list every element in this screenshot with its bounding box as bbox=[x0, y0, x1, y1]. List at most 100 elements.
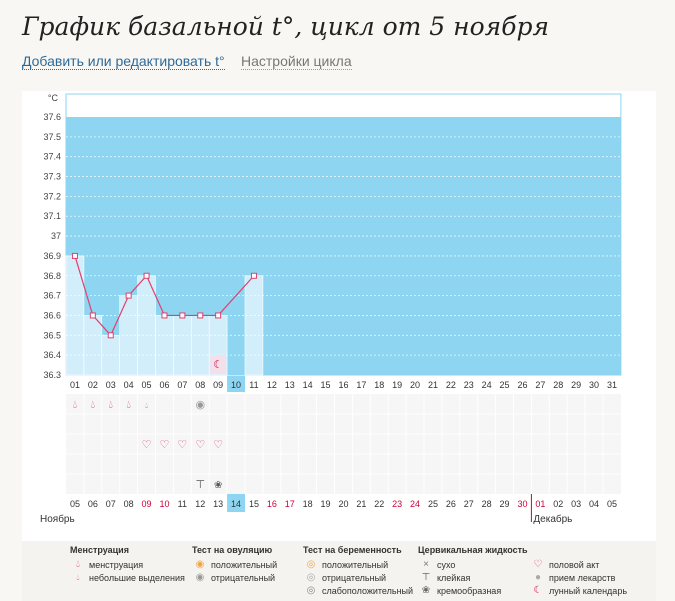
small-drop-icon: 💧︎ bbox=[145, 401, 148, 410]
date-label: 20 bbox=[338, 499, 348, 509]
month-label: Декабрь bbox=[533, 513, 572, 525]
x-tick-label: 18 bbox=[374, 380, 384, 390]
x-tick-label: 09 bbox=[213, 380, 223, 390]
data-point bbox=[71, 252, 78, 259]
x-tick-label: 17 bbox=[356, 380, 366, 390]
past-day-column bbox=[155, 315, 174, 376]
heart-icon: ♡ bbox=[160, 439, 170, 451]
date-label: 04 bbox=[589, 499, 599, 509]
weak-positive-test-icon: ◎ bbox=[306, 585, 316, 596]
dry-icon: × bbox=[423, 559, 429, 570]
positive-test-icon: ◎ bbox=[306, 559, 316, 570]
legend-label: менструация bbox=[89, 559, 144, 570]
cycle-settings-link[interactable]: Настройки цикла bbox=[241, 53, 352, 70]
month-label: Ноябрь bbox=[40, 513, 75, 525]
legend-label: лунный календарь bbox=[549, 585, 628, 596]
legend-ovulation-title: Тест на овуляцию bbox=[192, 545, 273, 555]
x-tick-label: 10 bbox=[231, 380, 241, 390]
page-title: График базальной t°, цикл от 5 ноября bbox=[22, 12, 550, 41]
date-label: 10 bbox=[159, 499, 169, 509]
y-tick-label: 37.4 bbox=[43, 152, 61, 162]
legend-label: отрицательный bbox=[322, 572, 387, 583]
x-tick-label: 05 bbox=[142, 380, 152, 390]
data-point bbox=[179, 312, 186, 319]
x-tick-label: 13 bbox=[285, 380, 295, 390]
legend-label: слабоположительный bbox=[322, 585, 414, 596]
date-label: 02 bbox=[553, 499, 563, 509]
date-label: 01 bbox=[535, 499, 545, 509]
current-day-highlight bbox=[227, 376, 245, 392]
legend-menstruation: Менструация 💧︎ менструация 💧︎ небольшие вы… bbox=[70, 545, 185, 584]
x-tick-label: 27 bbox=[535, 380, 545, 390]
add-edit-temperature-link[interactable]: Добавить или редактировать t° bbox=[22, 53, 225, 70]
date-label: 16 bbox=[267, 499, 277, 509]
today-date-highlight bbox=[227, 494, 245, 512]
negative-test-icon: ◉ bbox=[195, 572, 205, 583]
x-tick-label: 06 bbox=[159, 380, 169, 390]
data-point bbox=[161, 312, 168, 319]
y-tick-label: 37.3 bbox=[43, 172, 61, 182]
data-point bbox=[143, 272, 150, 279]
date-label: 25 bbox=[428, 499, 438, 509]
y-tick-label: 36.3 bbox=[43, 370, 61, 380]
date-label: 22 bbox=[374, 499, 384, 509]
date-label: 28 bbox=[482, 499, 492, 509]
x-tick-label: 31 bbox=[607, 380, 617, 390]
x-tick-label: 22 bbox=[446, 380, 456, 390]
legend: Менструация 💧︎ менструация 💧︎ небольшие вы… bbox=[22, 541, 656, 601]
x-tick-label: 21 bbox=[428, 380, 438, 390]
chart-panel: 37.6 37.5 37.4 37.3 37.2 37.1 37 36.9 36.8 36.7 36… bbox=[22, 91, 656, 601]
date-label: 15 bbox=[249, 499, 259, 509]
legend-ovulation-test: Тест на овуляцию ◉ положительный ◉ отрицат… bbox=[192, 545, 277, 584]
x-tick-label: 28 bbox=[553, 380, 563, 390]
negative-test-icon: ◎ bbox=[306, 572, 316, 583]
date-label: 30 bbox=[517, 499, 527, 509]
x-tick-label: 12 bbox=[267, 380, 277, 390]
legend-label: сухо bbox=[437, 559, 456, 570]
creamy-icon: ❀ bbox=[214, 480, 222, 491]
date-label: 12 bbox=[195, 499, 205, 509]
y-tick-label: 37 bbox=[51, 231, 61, 241]
small-drop-icon: 💧︎ bbox=[76, 572, 80, 582]
date-label: 27 bbox=[464, 499, 474, 509]
heart-icon: ♡ bbox=[177, 439, 187, 451]
y-tick-label: 37.2 bbox=[43, 191, 61, 201]
x-tick-label: 25 bbox=[500, 380, 510, 390]
y-tick-label: 36.5 bbox=[43, 330, 61, 340]
date-label: 26 bbox=[446, 499, 456, 509]
date-label: 13 bbox=[213, 499, 223, 509]
legend-label: клейкая bbox=[437, 572, 471, 583]
past-day-column bbox=[173, 315, 192, 376]
x-tick-label: 14 bbox=[303, 380, 313, 390]
x-tick-label: 19 bbox=[392, 380, 402, 390]
legend-label: небольшие выделения bbox=[89, 572, 185, 583]
legend-label: кремообразная bbox=[437, 585, 502, 596]
y-tick-label: 37.1 bbox=[43, 211, 61, 221]
drop-icon: 💧︎ bbox=[91, 399, 95, 411]
date-label: 08 bbox=[124, 499, 134, 509]
x-tick-label: 29 bbox=[571, 380, 581, 390]
x-tick-label: 11 bbox=[249, 380, 258, 390]
data-point bbox=[89, 312, 96, 319]
date-label: 29 bbox=[500, 499, 510, 509]
date-label: 11 bbox=[178, 499, 187, 509]
positive-test-icon: ◉ bbox=[195, 559, 205, 570]
bbt-chart: 37.6 37.5 37.4 37.3 37.2 37.1 37 36.9 36.8 36.7 36… bbox=[40, 93, 622, 525]
x-tick-label: 23 bbox=[464, 380, 474, 390]
data-point bbox=[250, 272, 257, 279]
legend-pregnancy-title: Тест на беременность bbox=[303, 545, 402, 555]
past-day-column bbox=[83, 315, 103, 376]
drop-icon: 💧︎ bbox=[73, 399, 77, 411]
date-label: 05 bbox=[70, 499, 80, 509]
creamy-icon: ❀ bbox=[421, 585, 431, 596]
x-tick-label: 16 bbox=[338, 380, 348, 390]
legend-label: прием лекарств bbox=[549, 572, 616, 583]
symbol-rows-bg bbox=[66, 394, 621, 494]
y-tick-label: 37.5 bbox=[43, 132, 61, 142]
legend-cervical-fluid: Цервикальная жидкость × сухо ⊤ клейкая ❀ кр… bbox=[418, 545, 528, 597]
moon-marker-bg bbox=[210, 355, 227, 373]
legend-label: положительный bbox=[322, 559, 389, 570]
legend-cervical-title: Цервикальная жидкость bbox=[418, 545, 528, 555]
heart-icon: ♡ bbox=[213, 439, 223, 451]
date-label: 23 bbox=[392, 499, 402, 509]
